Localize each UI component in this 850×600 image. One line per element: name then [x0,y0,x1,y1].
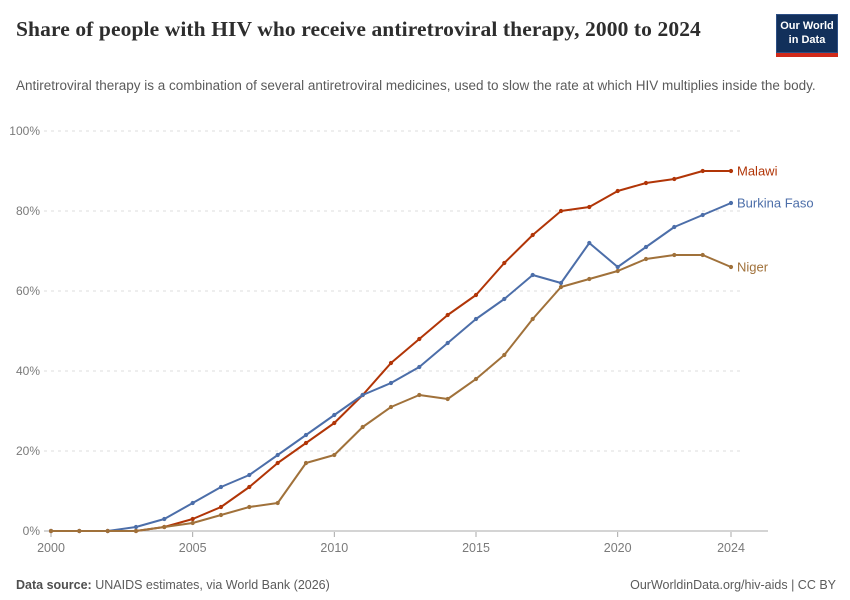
y-tick-label-20%: 20% [16,444,40,458]
data-point-burkina-faso-2008 [275,452,280,458]
data-point-malawi-2008 [275,460,280,466]
series-line-burkina-faso[interactable] [50,202,732,532]
data-point-niger-2013 [417,392,422,398]
data-point-burkina-faso-2013 [417,364,422,370]
data-point-malawi-2022 [672,176,677,182]
data-point-burkina-faso-2023 [700,212,705,218]
y-tick-label-0%: 0% [23,524,41,538]
data-point-niger-2023 [700,252,705,258]
data-point-malawi-2015 [473,292,479,298]
owid-logo-line2: in Data [788,33,826,46]
data-point-niger-2014 [445,396,450,402]
owid-logo-line1: Our World [780,20,834,32]
data-point-burkina-faso-2005 [190,500,195,506]
data-point-burkina-faso-2016 [502,296,507,302]
data-point-malawi-2020 [615,188,620,194]
data-point-burkina-faso-2017 [530,272,535,278]
series-line-malawi[interactable] [50,170,732,532]
data-point-niger-2017 [530,316,535,322]
data-point-niger-2010 [332,452,337,458]
data-point-malawi-2014 [445,312,450,318]
x-tick-label-2020: 2020 [604,541,632,555]
owid-logo-box: Our World in Data [776,14,838,53]
chart-area: 0% 20% 40% 60% 80% 100% 2000 2005 2010 2015 2020 20… [0,115,850,575]
data-point-malawi-2007 [247,484,252,490]
data-point-malawi-2019 [587,204,592,210]
data-point-niger-2006 [218,512,224,518]
data-point-niger-2004 [162,524,167,530]
series-line-niger[interactable] [50,254,732,532]
data-point-malawi-2021 [643,180,649,186]
data-point-burkina-faso-2003 [133,524,139,530]
data-point-burkina-faso-2015 [473,316,479,322]
data-point-niger-2007 [247,504,252,510]
series-label-burkina-faso[interactable]: Burkina Faso [737,196,814,211]
data-point-burkina-faso-2018 [558,280,564,286]
data-point-malawi-2017 [530,232,535,238]
data-point-burkina-faso-2009 [303,432,309,438]
y-tick-label-100%: 100% [9,124,40,138]
license-link[interactable]: OurWorldinData.org/hiv-aids | CC BY [630,578,836,592]
data-point-burkina-faso-2021 [643,244,649,250]
x-tick-label-2010: 2010 [320,541,348,555]
data-point-niger-2022 [672,252,677,258]
x-tick-label-2024: 2024 [717,541,745,555]
y-tick-label-80%: 80% [16,204,40,218]
data-point-niger-2021 [643,256,649,262]
data-point-malawi-2009 [303,440,309,446]
data-point-niger-2020 [615,268,620,274]
data-point-niger-2000 [48,528,54,534]
data-point-burkina-faso-2006 [218,484,224,490]
data-point-malawi-2012 [388,360,394,366]
data-point-niger-2019 [587,276,592,282]
data-point-niger-2003 [133,528,139,534]
data-point-burkina-faso-2012 [388,380,394,386]
data-point-malawi-2024 [728,168,734,174]
data-point-malawi-2016 [502,260,507,266]
data-point-niger-2016 [502,352,507,358]
data-point-niger-2002 [105,528,110,534]
data-point-burkina-faso-2019 [587,240,592,246]
data-point-niger-2012 [388,404,394,410]
x-tick-label-2015: 2015 [462,541,490,555]
data-point-niger-2018 [558,284,564,290]
x-tick-label-2005: 2005 [179,541,207,555]
data-point-niger-2009 [303,460,309,466]
data-point-niger-2024 [728,264,734,270]
chart-subtitle: Antiretroviral therapy is a combination … [16,78,816,93]
data-point-burkina-faso-2007 [247,472,252,478]
data-point-niger-2005 [190,520,195,526]
owid-logo[interactable]: Our World in Data [776,14,838,57]
data-point-burkina-faso-2011 [360,392,365,398]
data-source-text: UNAIDS estimates, via World Bank (2026) [91,578,330,592]
data-source-label: Data source: [16,578,92,592]
data-point-malawi-2006 [218,504,224,510]
data-source-note: Data source: UNAIDS estimates, via World… [16,578,330,592]
data-point-burkina-faso-2010 [332,412,337,418]
data-point-niger-2015 [473,376,479,382]
data-point-burkina-faso-2014 [445,340,450,346]
data-point-burkina-faso-2022 [672,224,677,230]
series-label-niger[interactable]: Niger [737,260,769,275]
line-chart: 0% 20% 40% 60% 80% 100% 2000 2005 2010 2015 2020 20… [9,124,814,555]
chart-title: Share of people with HIV who receive ant… [16,17,701,41]
data-point-malawi-2018 [558,208,564,214]
x-tick-label-2000: 2000 [37,541,65,555]
data-point-burkina-faso-2004 [162,516,167,522]
data-point-niger-2008 [275,500,280,506]
series-label-malawi[interactable]: Malawi [737,164,778,179]
data-point-malawi-2013 [417,336,422,342]
data-point-malawi-2023 [700,168,705,174]
y-tick-label-40%: 40% [16,364,40,378]
data-point-niger-2011 [360,424,365,430]
data-point-malawi-2005 [190,516,195,522]
owid-logo-red-bar [776,52,838,57]
data-point-niger-2001 [77,528,82,534]
data-point-burkina-faso-2024 [728,200,734,206]
data-point-burkina-faso-2020 [615,264,620,270]
data-point-malawi-2010 [332,420,337,426]
y-tick-label-60%: 60% [16,284,40,298]
